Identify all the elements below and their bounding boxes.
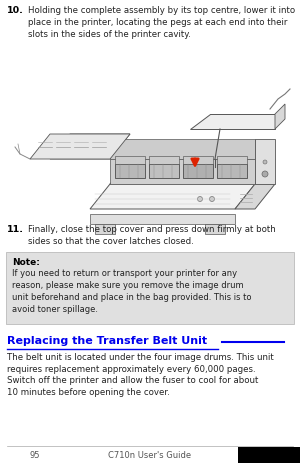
Circle shape — [263, 161, 267, 165]
Text: If you need to return or transport your printer for any
reason, please make sure: If you need to return or transport your … — [12, 269, 251, 313]
Polygon shape — [110, 160, 275, 185]
Bar — [217, 165, 247, 179]
Bar — [149, 165, 179, 179]
Polygon shape — [30, 135, 130, 160]
Polygon shape — [90, 214, 235, 225]
Polygon shape — [235, 185, 275, 210]
Bar — [149, 156, 179, 165]
Polygon shape — [275, 105, 285, 130]
Circle shape — [197, 197, 202, 202]
Bar — [238, 447, 300, 463]
FancyBboxPatch shape — [6, 252, 294, 324]
Bar — [115, 165, 145, 179]
Polygon shape — [50, 135, 130, 160]
Text: 10.: 10. — [7, 6, 24, 15]
Bar — [95, 225, 115, 234]
Text: Switch off the printer and allow the fuser to cool for about
10 minutes before o: Switch off the printer and allow the fus… — [7, 375, 258, 396]
Text: Replacing the Transfer Belt Unit: Replacing the Transfer Belt Unit — [7, 335, 207, 345]
Bar — [183, 156, 213, 165]
Polygon shape — [110, 160, 255, 185]
Text: C710n User's Guide: C710n User's Guide — [108, 450, 192, 459]
Bar — [205, 225, 225, 234]
Text: Note:: Note: — [12, 257, 40, 266]
Text: 11.: 11. — [7, 225, 24, 233]
Bar — [183, 165, 213, 179]
Polygon shape — [190, 115, 275, 130]
Polygon shape — [110, 140, 255, 160]
Text: The belt unit is located under the four image drums. This unit
requires replacem: The belt unit is located under the four … — [7, 352, 274, 373]
Bar — [115, 156, 145, 165]
Text: 95: 95 — [30, 450, 40, 459]
Circle shape — [262, 172, 268, 178]
Text: Holding the complete assembly by its top centre, lower it into
place in the prin: Holding the complete assembly by its top… — [28, 6, 295, 39]
Bar — [217, 156, 247, 165]
Text: Finally, close the top cover and press down firmly at both
sides so that the cov: Finally, close the top cover and press d… — [28, 225, 276, 245]
Circle shape — [209, 197, 214, 202]
Polygon shape — [90, 185, 255, 210]
Polygon shape — [255, 140, 275, 185]
